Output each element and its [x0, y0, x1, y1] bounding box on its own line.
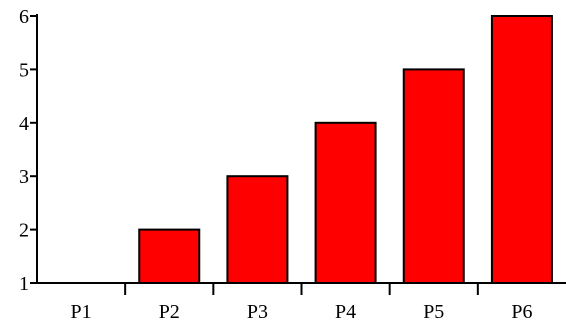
bars-group: [51, 15, 553, 285]
bar-p4: [314, 121, 377, 284]
x-tick-label-p2: P2: [159, 301, 180, 323]
y-tick-label: 4: [19, 113, 29, 135]
x-tick-label-p6: P6: [511, 301, 532, 323]
y-tick-label: 2: [19, 220, 29, 242]
y-tick-label: 1: [19, 273, 29, 295]
bar-p6: [490, 15, 553, 284]
bar-p2: [138, 228, 201, 285]
y-tick-label: 5: [19, 59, 29, 81]
x-tick-label-p5: P5: [423, 301, 444, 323]
y-tick-label: 3: [19, 166, 29, 188]
bar-p3: [226, 175, 289, 284]
x-tick-label-p3: P3: [247, 301, 268, 323]
x-tick-label-p1: P1: [71, 301, 92, 323]
bar-p5: [402, 68, 465, 285]
x-tick-label-p4: P4: [335, 301, 356, 323]
x-ticks-group: P1 P2 P3 P4 P5 P6: [71, 283, 532, 323]
y-tick-label: 6: [19, 6, 29, 28]
axes-group: [36, 14, 566, 284]
y-ticks-group: 1 2 3 4 5 6: [19, 6, 37, 295]
